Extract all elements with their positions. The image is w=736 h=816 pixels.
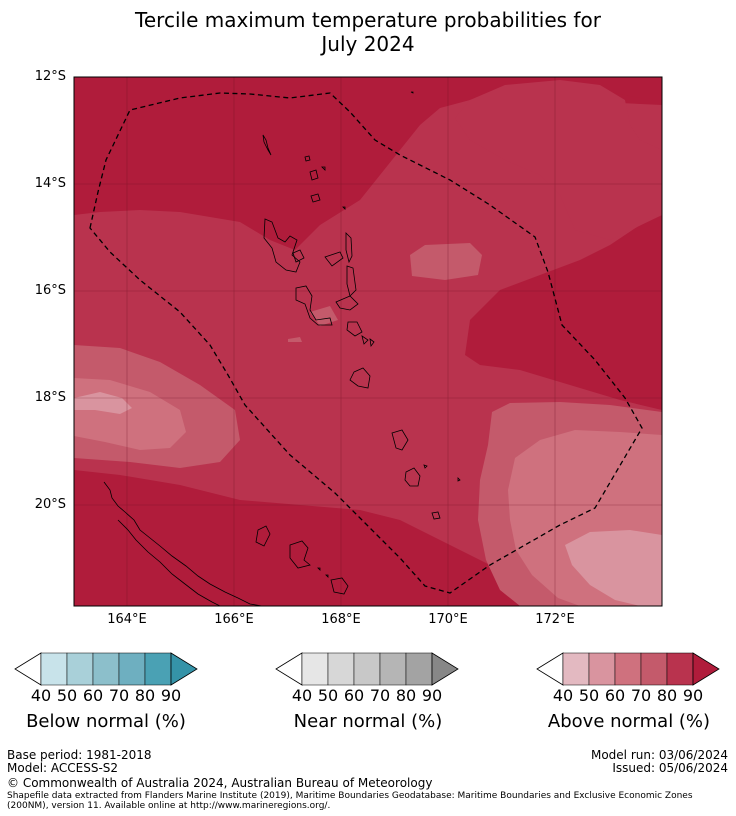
title-line-1: Tercile maximum temperature probabilitie…: [135, 8, 601, 32]
colorbar-tick-label: 40: [30, 686, 52, 705]
colorbar-extend-high: [170, 652, 198, 686]
colorbar-above-normal: [536, 652, 720, 686]
contour-80-90-east: [465, 215, 662, 410]
contour-80-90-north: [74, 77, 662, 250]
model-run: Model run: 03/06/2024: [590, 748, 728, 762]
chart-title: Tercile maximum temperature probabilitie…: [0, 8, 736, 56]
lat-label-20s: 20°S: [34, 497, 66, 512]
colorbar-title-below: Below normal (%): [26, 711, 186, 732]
colorbar-title-above: Above normal (%): [547, 711, 711, 732]
colorbar-tick-label: 40: [552, 686, 574, 705]
contour-40-50-east: [565, 530, 662, 606]
lat-label-16s: 16°S: [34, 283, 66, 298]
colorbar-tick-label: 80: [395, 686, 417, 705]
colorbar-tick-label: 50: [317, 686, 339, 705]
colorbar-segment: [588, 652, 616, 686]
lat-label-18s: 18°S: [34, 390, 66, 405]
probability-map: [73, 76, 663, 607]
lon-label-170e: 170°E: [428, 612, 468, 627]
colorbar-segment: [379, 652, 407, 686]
lat-label-14s: 14°S: [34, 176, 66, 191]
contour-60-70-central: [410, 243, 482, 280]
colorbar-segment: [353, 652, 381, 686]
colorbar-segment: [405, 652, 433, 686]
colorbar-tick-label: 70: [369, 686, 391, 705]
contour-70-80-ne: [455, 80, 662, 240]
colorbar-segment: [66, 652, 94, 686]
contour-80-90-south: [74, 470, 580, 606]
issued-date: Issued: 05/06/2024: [612, 761, 728, 775]
coastlines: [103, 91, 461, 606]
eez-boundary: [89, 92, 643, 594]
colorbar-segment: [301, 652, 329, 686]
colorbar-tick-label: 60: [82, 686, 104, 705]
colorbar-extend-low: [14, 652, 42, 686]
colorbar-tick-label: 90: [682, 686, 704, 705]
colorbar-tick-label: 60: [604, 686, 626, 705]
base-period: Base period: 1981-2018: [7, 748, 152, 762]
contour-80-90-northeast: [590, 77, 662, 100]
colorbar-extend-low: [536, 652, 564, 686]
title-line-2: July 2024: [321, 32, 415, 56]
colorbar-title-near: Near normal (%): [293, 711, 443, 732]
colorbar-tick-label: 50: [56, 686, 78, 705]
colorbar-segment: [144, 652, 172, 686]
shapefile-credit-1: Shapefile data extracted from Flanders M…: [7, 791, 693, 801]
shapefile-credit-2: (200NM), version 11. Available online at…: [7, 801, 331, 811]
lon-label-172e: 172°E: [535, 612, 575, 627]
colorbar-segment: [327, 652, 355, 686]
colorbar-tick-label: 70: [108, 686, 130, 705]
colorbar-tick-label: 80: [134, 686, 156, 705]
contour-60-70-sliver: [288, 337, 302, 342]
colorbar-segment: [92, 652, 120, 686]
copyright: © Commonwealth of Australia 2024, Austra…: [7, 776, 433, 790]
colorbar-tick-label: 90: [160, 686, 182, 705]
colorbar-segment: [614, 652, 642, 686]
colorbar-tick-label: 70: [630, 686, 652, 705]
graticule: [74, 77, 662, 606]
lon-label-166e: 166°E: [214, 612, 254, 627]
colorbar-extend-high: [692, 652, 720, 686]
colorbar-segment: [118, 652, 146, 686]
colorbar-segment: [640, 652, 668, 686]
colorbar-tick-label: 90: [421, 686, 443, 705]
colorbar-near-normal: [275, 652, 459, 686]
colorbars: [14, 652, 720, 686]
colorbar-segment: [666, 652, 694, 686]
lon-label-164e: 164°E: [107, 612, 147, 627]
colorbar-segment: [562, 652, 590, 686]
colorbar-tick-label: 80: [656, 686, 678, 705]
map-frame: [73, 76, 663, 607]
lon-label-168e: 168°E: [321, 612, 361, 627]
contour-40-50-west: [74, 392, 132, 414]
colorbar-extend-high: [431, 652, 459, 686]
lat-label-12s: 12°S: [34, 69, 66, 84]
colorbar-tick-label: 50: [578, 686, 600, 705]
colorbar-tick-label: 60: [343, 686, 365, 705]
model-name: Model: ACCESS-S2: [7, 761, 119, 775]
colorbar-below-normal: [14, 652, 198, 686]
colorbar-segment: [40, 652, 68, 686]
colorbar-extend-low: [275, 652, 303, 686]
colorbar-tick-label: 40: [291, 686, 313, 705]
